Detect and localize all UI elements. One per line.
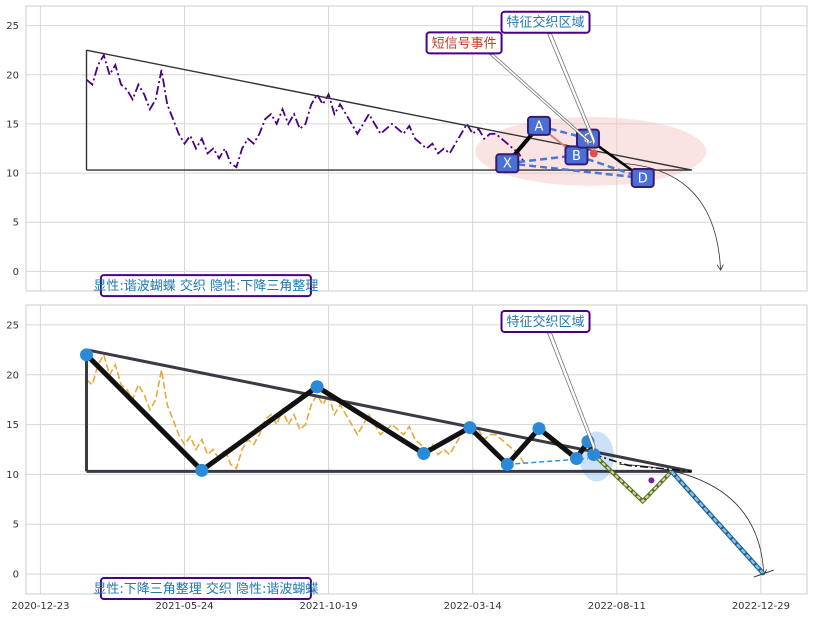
panel-1-pattern-line-ac: [538, 124, 589, 140]
panel-2-projection-dot: [648, 477, 655, 484]
panel-1-pattern-line-xd: [507, 161, 643, 180]
panel-1-frame: [25, 5, 808, 292]
panel-1-annotation-corner-label: 显性:谐波蝴蝶 交织 隐性:下降三角整理: [93, 278, 318, 294]
panel-1-annotation-box-feature-zone: [500, 10, 591, 34]
panel-1-price-line: [85, 52, 526, 169]
panel-2-y-tick-label: 10: [6, 470, 19, 481]
panel-1-point-box-a: [526, 115, 551, 136]
panel-2-zigzag-node: [532, 422, 546, 436]
panel-2-projection-drop: [670, 470, 765, 575]
panel-2-zigzag-node: [500, 457, 514, 471]
panel-2-zigzag-line: [84, 353, 596, 473]
panel-2-y-tick-label: 25: [6, 320, 19, 331]
panel-1-point-label-x: X: [503, 157, 512, 172]
panel-1-y-tick-label: 10: [6, 169, 19, 180]
panel-1-point-label-a: A: [535, 119, 544, 134]
panel-1-point-label-b: B: [572, 149, 581, 164]
panel-1-annotation-signal-event: 短信号事件: [432, 36, 497, 51]
panel-2-projection-dashdot: [593, 453, 692, 473]
panel-2-target-bar: [753, 569, 774, 578]
panel-1-y-tick-label: 15: [6, 119, 19, 130]
panel-2-x-tick-label: 2021-10-19: [300, 601, 358, 612]
panel-2-y-tick-label: 15: [6, 420, 19, 431]
panel-2-x-tick-label: 2022-08-11: [588, 601, 646, 612]
panel-1-point-box-x: [495, 153, 520, 174]
panel-2-annotation-corner-label: 显性:下降三角整理 交织 隐性:谐波蝴蝶: [93, 581, 318, 597]
panel-1-y-tick-label: 25: [6, 21, 19, 32]
panel-1-triangle-upper: [86, 49, 692, 171]
panel-2-x-tick-label: 2022-03-14: [444, 601, 502, 612]
panel-1-y-tick-label: 0: [13, 267, 19, 278]
panel-1-annotation-box-signal-event: [425, 31, 503, 55]
panel-1-point-box-d: [630, 167, 655, 188]
panel-2-annotation-box-corner-label: [99, 577, 312, 601]
panel-2-projection-olive: [593, 453, 673, 503]
panel-2-x-tick-label: 2021-05-24: [155, 601, 213, 612]
panel-2-group: 0 5 10 15 20 25 2020-12-23 2021-05-24 2021-10-19…: [6, 304, 808, 612]
panel-2-price-line: [85, 352, 526, 470]
panel-2-zigzag-node: [80, 348, 94, 362]
panel-1-signal-marker: [589, 149, 598, 158]
panel-2-y-tick-label: 20: [6, 370, 19, 381]
panel-2-annotation-box-feature-zone: [500, 309, 591, 333]
panel-1-group: 0510152025XABCD短信号事件特征交织区域显性:谐波蝴蝶 交织 隐性:…: [6, 5, 808, 298]
panel-2-zigzag-node: [569, 451, 583, 465]
panel-2-x-tick-label: 2020-12-23: [11, 601, 69, 612]
panel-2-zigzag-node: [463, 421, 477, 435]
panel-2-y-tick-label: 5: [13, 520, 19, 531]
panel-1-y-tick-label: 20: [6, 70, 19, 81]
panel-2-zigzag-node: [195, 463, 209, 477]
panel-1-point-label-d: D: [638, 171, 648, 186]
panel-2-annotation-feature-zone: 特征交织区域: [507, 314, 585, 330]
panel-2-zigzag-node: [310, 380, 324, 394]
panel-1-y-tick-label: 5: [13, 218, 19, 229]
panel-2-x-tick-label: 2022-12-29: [732, 601, 790, 612]
panel-1-annotation-arrow-feature-zone: [546, 33, 596, 147]
panel-2-y-tick-label: 0: [13, 570, 19, 581]
panel-1-curve-arrow: [619, 162, 721, 269]
panel-2-zigzag-node: [417, 446, 431, 460]
panel-2-zigzag-node: [587, 447, 601, 461]
panel-1-annotation-feature-zone: 特征交织区域: [507, 15, 585, 31]
panel-1-annotation-box-corner-label: [99, 274, 312, 298]
